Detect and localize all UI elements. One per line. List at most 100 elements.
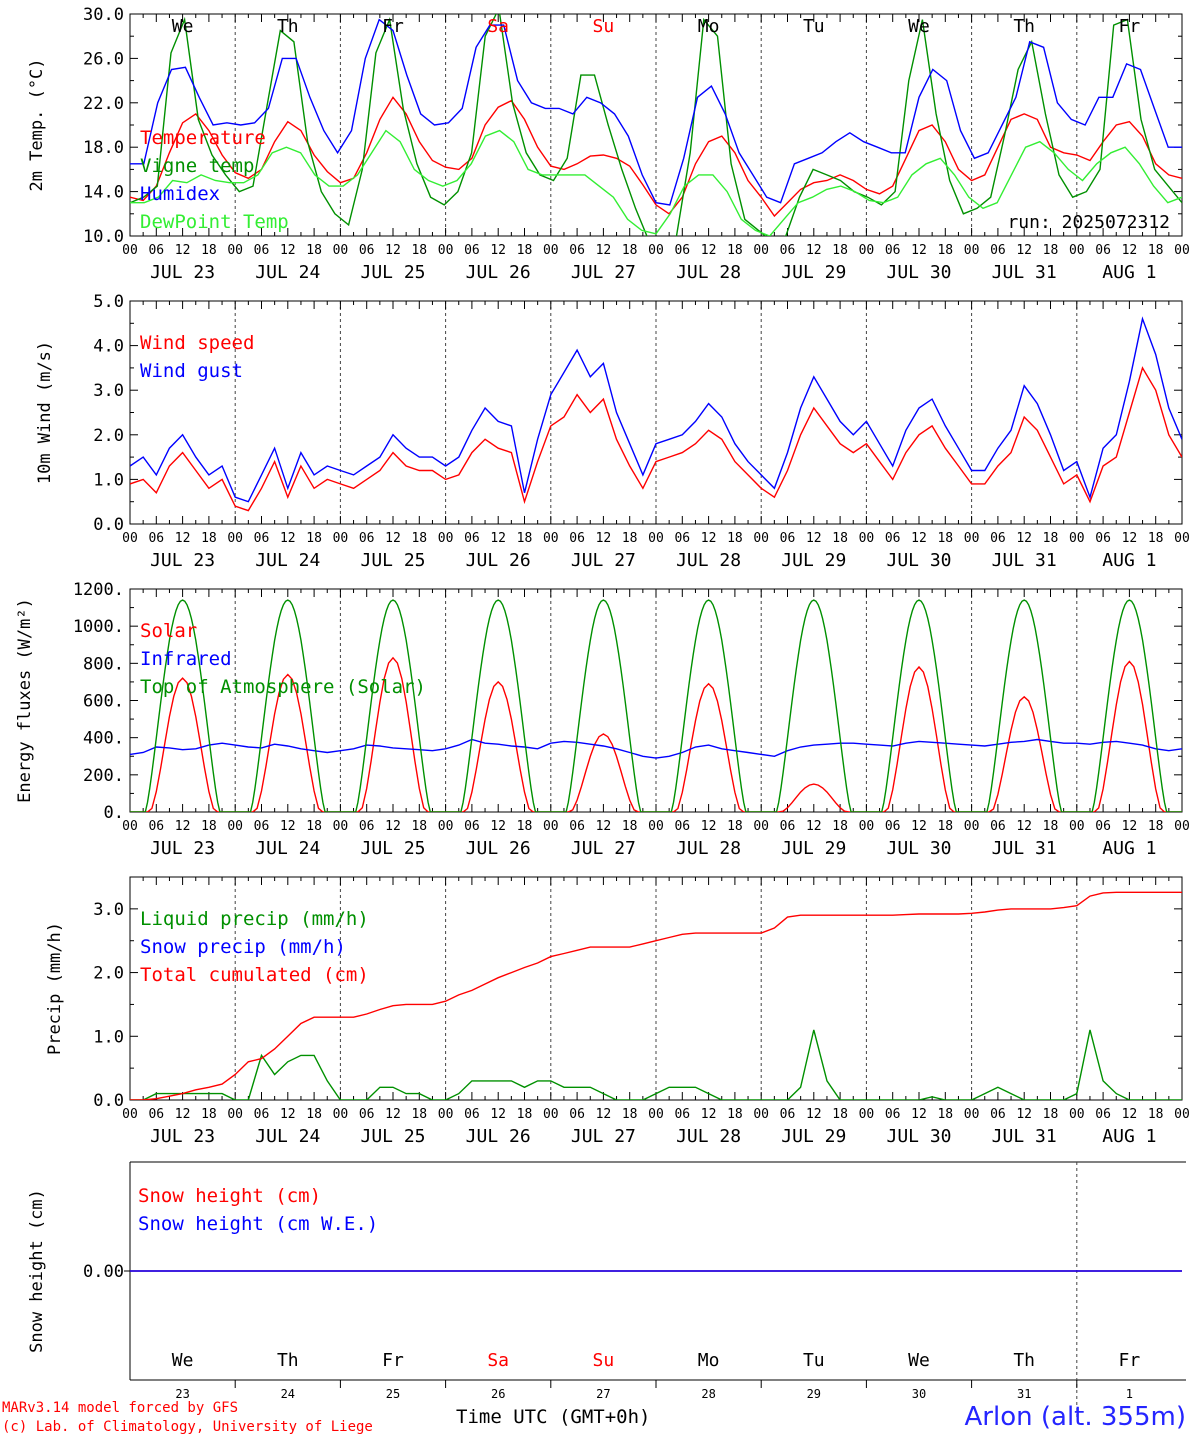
plot-frame (129, 588, 1183, 813)
hour-label: 06 (780, 1107, 796, 1122)
hour-label: 06 (569, 243, 585, 258)
date-label: JUL 24 (255, 1126, 320, 1147)
date-label: JUL 31 (992, 262, 1057, 283)
date-label: JUL 28 (676, 1126, 741, 1147)
energy-panel (129, 588, 1183, 813)
date-label: JUL 24 (255, 550, 320, 571)
credit-line-2: (c) Lab. of Climatology, University of L… (2, 1419, 373, 1435)
hour-label: 06 (885, 243, 901, 258)
plot-frame (129, 300, 1183, 525)
hour-label: 00 (333, 531, 349, 546)
hour-label: 18 (832, 243, 848, 258)
hour-label: 12 (490, 1107, 506, 1122)
y-tick-label: 1.0 (93, 1027, 124, 1047)
hour-label: 06 (885, 1107, 901, 1122)
date-label: JUL 25 (360, 1126, 425, 1147)
hour-label: 00 (964, 531, 980, 546)
hour-label: 18 (622, 1107, 638, 1122)
hour-label: 12 (911, 531, 927, 546)
hour-label: 18 (1148, 243, 1164, 258)
date-label: JUL 28 (676, 838, 741, 859)
dewpoint-temp-line (130, 129, 1182, 236)
weekday-label: We (908, 1350, 930, 1371)
hour-label: 18 (517, 243, 533, 258)
wind-speed-line (130, 366, 1182, 512)
hour-label: 00 (753, 531, 769, 546)
date-label: JUL 23 (150, 1126, 215, 1147)
weekday-label: Th (1013, 16, 1035, 37)
hour-label: 06 (1095, 1107, 1111, 1122)
precip-panel (129, 876, 1183, 1101)
hour-label: 00 (543, 1107, 559, 1122)
hour-label: 06 (674, 1107, 690, 1122)
legend-entry: Snow precip (mm/h) (140, 936, 346, 958)
y-tick-label: 2.0 (93, 426, 124, 446)
date-label: JUL 23 (150, 838, 215, 859)
weekday-label: Th (277, 16, 299, 37)
day-number: 31 (1017, 1387, 1031, 1401)
hour-label: 18 (411, 1107, 427, 1122)
hour-label: 12 (175, 1107, 191, 1122)
y-tick-label: 1200. (73, 580, 124, 600)
hour-label: 12 (1016, 243, 1032, 258)
hour-label: 18 (201, 1107, 217, 1122)
hour-label: 18 (1043, 243, 1059, 258)
hour-label: 12 (596, 819, 612, 834)
hour-label: 00 (122, 819, 138, 834)
hour-label: 18 (1043, 819, 1059, 834)
vigne-temp-line (130, 14, 1182, 236)
y-axis-title: 2m Temp. (°C) (27, 58, 47, 191)
day-number: 23 (175, 1387, 189, 1401)
date-label: JUL 26 (466, 838, 531, 859)
legend-entry: Wind speed (140, 332, 254, 354)
time-axis-title: Time UTC (GMT+0h) (456, 1406, 651, 1428)
hour-label: 12 (806, 819, 822, 834)
hour-label: 00 (1069, 531, 1085, 546)
hour-label: 12 (1016, 819, 1032, 834)
date-label: JUL 26 (466, 550, 531, 571)
date-label: JUL 28 (676, 262, 741, 283)
legend-entry: Vigne temp (140, 155, 254, 177)
hour-label: 06 (148, 531, 164, 546)
weekday-label: Sa (487, 16, 509, 37)
date-label: JUL 29 (781, 838, 846, 859)
hour-label: 18 (201, 243, 217, 258)
day-number: 24 (281, 1387, 295, 1401)
y-tick-label: 14.0 (83, 183, 124, 203)
hour-label: 06 (780, 819, 796, 834)
hour-label: 06 (148, 243, 164, 258)
date-label: JUL 27 (571, 1126, 636, 1147)
hour-label: 18 (1148, 1107, 1164, 1122)
hour-label: 12 (1122, 531, 1138, 546)
y-tick-label: 800. (83, 654, 124, 674)
hour-label: 06 (1095, 243, 1111, 258)
day-number: 30 (912, 1387, 926, 1401)
hour-label: 18 (727, 531, 743, 546)
hour-label: 00 (438, 243, 454, 258)
hour-label: 18 (832, 1107, 848, 1122)
hour-label: 06 (464, 1107, 480, 1122)
date-label: JUL 27 (571, 550, 636, 571)
weekday-label: Fr (382, 1350, 404, 1371)
weekday-label: Fr (382, 16, 404, 37)
hour-label: 12 (280, 531, 296, 546)
weekday-label: Fr (1119, 1350, 1141, 1371)
hour-label: 06 (990, 531, 1006, 546)
hour-label: 12 (701, 819, 717, 834)
hour-label: 18 (306, 531, 322, 546)
day-number: 29 (807, 1387, 821, 1401)
y-axis-title: Snow height (cm) (27, 1189, 47, 1353)
date-label: JUL 28 (676, 550, 741, 571)
y-tick-label: 0.0 (93, 1091, 124, 1111)
y-tick-label: 30.0 (83, 5, 124, 25)
run-label: run: 2025072312 (1007, 212, 1170, 233)
hour-label: 18 (832, 531, 848, 546)
date-label: JUL 29 (781, 550, 846, 571)
hour-label: 06 (674, 819, 690, 834)
date-label: JUL 31 (992, 1126, 1057, 1147)
legend-entry: Solar (140, 620, 197, 642)
hour-label: 06 (148, 819, 164, 834)
hour-label: 12 (806, 531, 822, 546)
y-axis-title: Energy fluxes (W/m²) (15, 598, 35, 803)
date-label: JUL 25 (360, 550, 425, 571)
